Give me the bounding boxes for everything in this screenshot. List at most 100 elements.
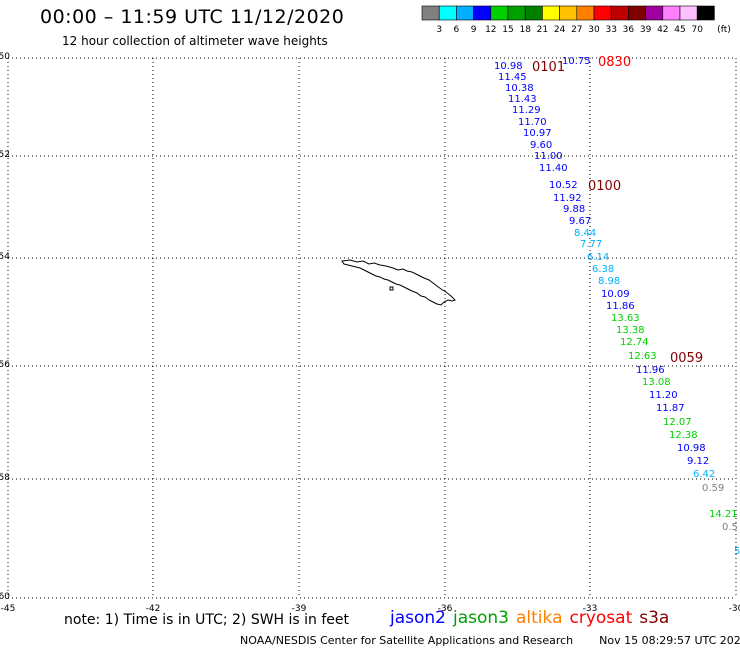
wave-height-label: 11.45: [498, 72, 527, 83]
wave-height-label: 11.20: [649, 390, 678, 401]
lat-tick-label: -54: [0, 252, 10, 262]
wave-height-label: 11.29: [512, 105, 541, 116]
wave-height-label: 11.40: [539, 163, 568, 174]
colorbar-label: 6: [454, 25, 460, 35]
color-scale-legend: 3 6 9 12 15 18 21 24 27 30 33 36 39 42 45 70 (ft): [421, 5, 731, 35]
pass-time-label: 0830: [598, 55, 631, 70]
colorbar-swatch: [628, 5, 646, 21]
wave-height-label: 9.67: [569, 216, 591, 227]
colorbar-label: 30: [588, 25, 600, 35]
lon-tick-label: -36: [438, 604, 453, 614]
colorbar-swatch: [456, 5, 474, 21]
wave-height-label: 5: [734, 546, 740, 557]
axis-ticks: -50 -52 -54 -56 -58 -60 -45 -42 -39 -36 -33 -30: [0, 52, 740, 614]
wave-height-label: 0.5: [722, 522, 738, 533]
wave-height-label: 11.96: [636, 365, 665, 376]
wave-height-label: 11.70: [518, 117, 547, 128]
wave-height-label: 9.60: [530, 140, 552, 151]
lat-tick-label: -56: [0, 360, 10, 370]
colorbar-swatch: [490, 5, 509, 21]
colorbar-label: 70: [691, 25, 703, 35]
credit-time: Nov 15 08:29:57 UTC 2020: [599, 634, 740, 647]
colorbar-label: 39: [640, 25, 652, 35]
pass-time-label: 0059: [670, 351, 703, 366]
colorbar-label: 24: [554, 25, 566, 35]
wave-height-label: 10.75: [562, 56, 591, 67]
wave-height-label: 6.14: [587, 252, 609, 263]
wave-height-label: 6.42: [693, 469, 715, 480]
wave-height-label: 10.97: [523, 128, 552, 139]
wave-height-label: 11.92: [553, 193, 582, 204]
colorbar-swatch: [542, 5, 560, 21]
lon-tick-label: -42: [146, 604, 161, 614]
map-grid: [7, 57, 737, 599]
colorbar-swatch: [662, 5, 681, 21]
colorbar-swatch: [593, 5, 612, 21]
colorbar-label: 12: [485, 25, 496, 35]
colorbar-label: 42: [657, 25, 668, 35]
wave-height-label: 8.44: [574, 228, 596, 239]
wave-height-label: 8.98: [598, 276, 620, 287]
wave-height-label: 13.38: [616, 325, 645, 336]
wave-height-label: 10.98: [494, 61, 523, 72]
colorbar-label: 18: [519, 25, 531, 35]
lat-tick-label: -50: [0, 52, 10, 62]
colorbar-swatch: [421, 5, 440, 21]
wave-height-label: 11.43: [508, 94, 537, 105]
wave-height-label: 10.38: [505, 83, 534, 94]
wave-height-label: 10.98: [677, 443, 706, 454]
wave-height-label: 12.38: [669, 430, 698, 441]
colorbar-swatch: [696, 5, 715, 21]
small-island: [389, 286, 394, 291]
wave-height-label: 11.00: [534, 151, 563, 162]
lon-tick-label: -33: [583, 604, 598, 614]
note-text: note: 1) Time is in UTC; 2) SWH is in fe…: [64, 612, 350, 628]
lat-tick-label: -60: [0, 592, 10, 602]
wave-height-label: 12.74: [620, 337, 649, 348]
wave-height-label: 6.38: [592, 264, 614, 275]
south-georgia-island: [341, 259, 456, 306]
lon-tick-label: -30: [729, 604, 740, 614]
colorbar-swatch: [679, 5, 698, 21]
colorbar-swatch: [438, 5, 457, 21]
colorbar-swatch: [610, 5, 629, 21]
colorbar-label: 9: [471, 25, 477, 35]
colorbar-swatch: [559, 5, 578, 21]
lat-tick-label: -58: [0, 473, 10, 483]
colorbar-label: 36: [623, 25, 635, 35]
colorbar-label: 21: [537, 25, 548, 35]
wave-height-label: 0.59: [702, 483, 724, 494]
wave-height-label: 13.08: [642, 377, 671, 388]
legend-item-s3a: s3a: [639, 608, 670, 628]
colorbar-swatch: [576, 5, 595, 21]
lon-tick-label: -45: [1, 604, 16, 614]
colorbar-label: 15: [502, 25, 513, 35]
colorbar-label: 27: [571, 25, 582, 35]
lat-tick-label: -52: [0, 150, 10, 160]
wave-height-label: 14.21: [709, 509, 738, 520]
wave-height-label: 10.09: [601, 289, 630, 300]
pass-time-labels: 0101 0830 0100 0059: [532, 55, 703, 366]
pass-time-label: 0101: [532, 60, 565, 75]
colorbar-swatch: [473, 5, 492, 21]
satellite-legend: jason2 jason3 altika cryosat s3a: [390, 608, 676, 628]
colorbar-label: 3: [436, 25, 442, 35]
credit-org: NOAA/NESDIS Center for Satellite Applica…: [240, 634, 574, 647]
colorbar-swatch: [645, 5, 664, 21]
credit-line: NOAA/NESDIS Center for Satellite Applica…: [240, 634, 740, 647]
colorbar-label: 33: [605, 25, 616, 35]
page-subtitle: 12 hour collection of altimeter wave hei…: [62, 34, 328, 48]
legend-item-cryosat: cryosat: [569, 608, 633, 628]
wave-height-label: 10.52: [549, 180, 578, 191]
pass-time-label: 0100: [588, 179, 621, 194]
colorbar-swatch: [507, 5, 526, 21]
wave-height-label: 11.86: [606, 301, 635, 312]
colorbar-unit: (ft): [717, 25, 731, 35]
legend-item-altika: altika: [516, 608, 563, 628]
legend-item-jason3: jason3: [453, 608, 509, 628]
wave-height-label: 13.63: [611, 313, 640, 324]
colorbar-label: 45: [674, 25, 685, 35]
wave-height-label: 12.63: [628, 351, 657, 362]
page-title: 00:00 – 11:59 UTC 11/12/2020: [40, 6, 345, 28]
